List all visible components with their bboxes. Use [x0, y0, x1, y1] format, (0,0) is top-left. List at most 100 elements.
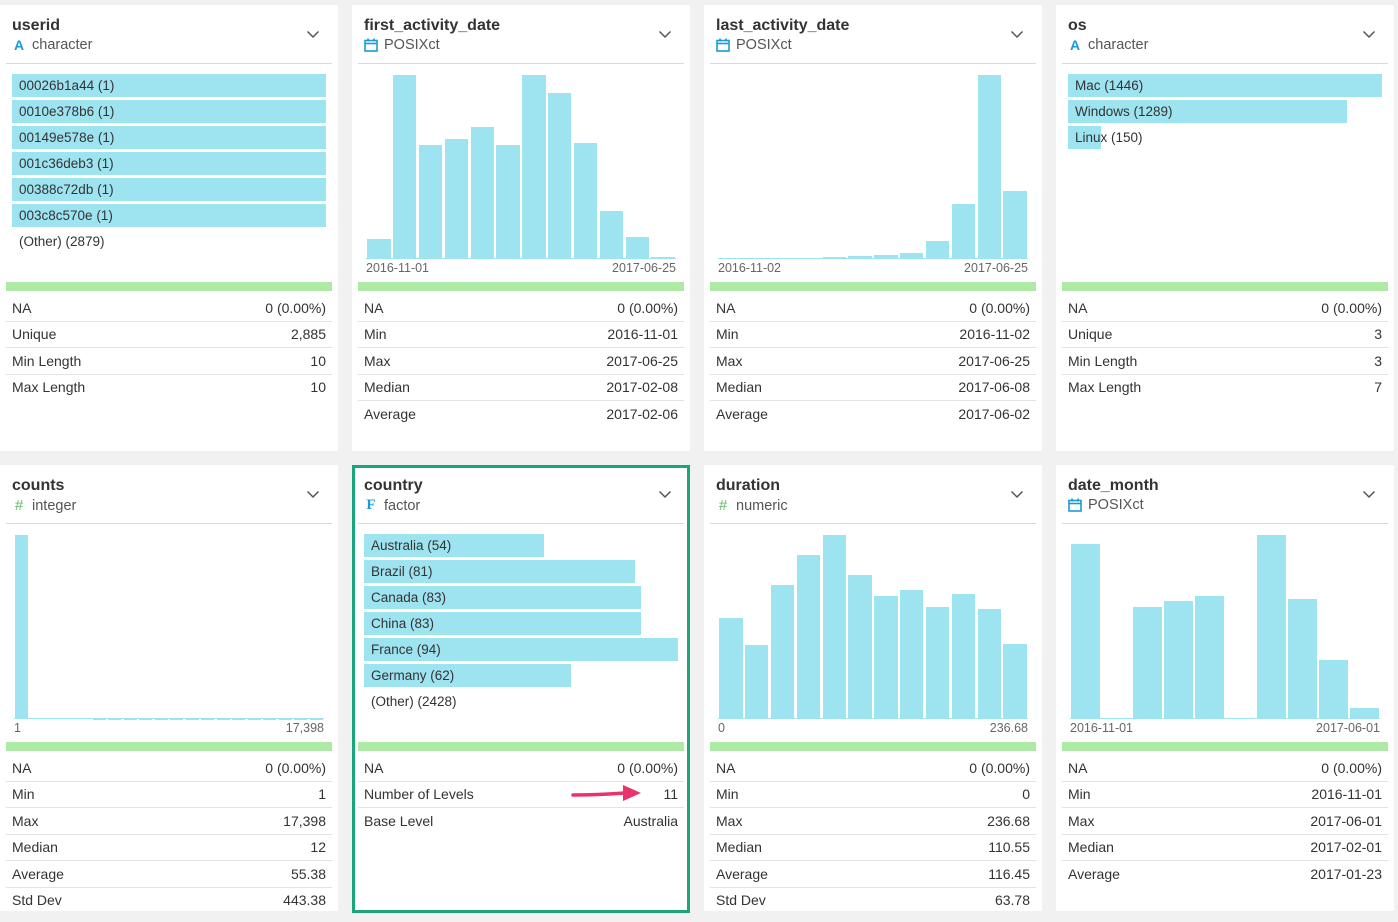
top-value-bar[interactable]: 0010e378b6 (1)	[12, 100, 326, 123]
histogram-bar[interactable]	[951, 593, 976, 719]
histogram-bar[interactable]	[874, 595, 898, 719]
histogram-bar[interactable]	[522, 75, 546, 259]
top-value-bar[interactable]: 001c36deb3 (1)	[12, 152, 326, 175]
histogram-bar[interactable]	[573, 143, 598, 259]
chevron-down-icon[interactable]	[1362, 487, 1376, 501]
histogram-bar[interactable]	[796, 555, 821, 719]
histogram-bar[interactable]	[61, 718, 75, 719]
stat-row: Average 55.38	[6, 861, 332, 888]
histogram-bar[interactable]	[393, 75, 417, 259]
histogram-bar[interactable]	[822, 535, 846, 719]
chevron-down-icon[interactable]	[1010, 487, 1024, 501]
histogram-bar[interactable]	[46, 718, 60, 719]
top-value-bar[interactable]: Canada (83)	[364, 586, 678, 609]
top-value-bar[interactable]: Australia (54)	[364, 534, 678, 557]
column-card-duration[interactable]: duration # numeric 0 236.68 NA 0 (0.00%) Min 0 Ma…	[704, 465, 1042, 911]
histogram-bar[interactable]	[1195, 595, 1224, 719]
stat-row: Min Length 3	[1062, 348, 1388, 375]
histogram-bar[interactable]	[367, 238, 391, 259]
histogram-bar[interactable]	[651, 257, 675, 259]
histogram-bar[interactable]	[625, 236, 649, 259]
value-bar-label: Mac (1446)	[1075, 78, 1144, 93]
histogram-bar[interactable]	[977, 75, 1001, 259]
top-value-bar[interactable]: China (83)	[364, 612, 678, 635]
histogram-bar[interactable]	[599, 211, 624, 259]
histogram-bar[interactable]	[874, 255, 898, 259]
top-value-bar[interactable]: Mac (1446)	[1068, 74, 1382, 97]
histogram-bar[interactable]	[848, 256, 872, 259]
stat-value: 116.45	[988, 865, 1030, 882]
stat-label: NA	[716, 759, 736, 776]
histogram-bar[interactable]	[900, 253, 924, 259]
stat-row: Average 2017-02-06	[358, 401, 684, 427]
stat-row: NA 0 (0.00%)	[6, 295, 332, 322]
chevron-down-icon[interactable]	[1010, 27, 1024, 41]
stat-row: Median 12	[6, 835, 332, 861]
chevron-down-icon[interactable]	[658, 487, 672, 501]
histogram-bar[interactable]	[770, 584, 795, 719]
column-card-counts[interactable]: counts # integer 1 17,398 NA 0 (0.00%) Min 1 Max 1…	[0, 465, 338, 911]
histogram-bar[interactable]	[496, 144, 520, 259]
axis-min-label: 2016-11-01	[1070, 721, 1134, 735]
value-bar-fill	[364, 638, 678, 661]
stat-label: NA	[12, 299, 32, 316]
stat-label: Average	[364, 405, 416, 422]
histogram-bar[interactable]	[444, 139, 469, 259]
histogram-bar[interactable]	[1350, 707, 1379, 719]
histogram-bar[interactable]	[548, 93, 572, 259]
histogram-bar[interactable]	[925, 606, 950, 719]
histogram-bar[interactable]	[745, 645, 769, 719]
chevron-down-icon[interactable]	[658, 27, 672, 41]
histogram-bar[interactable]	[1071, 544, 1100, 719]
histogram-bar[interactable]	[977, 608, 1001, 719]
histogram-bar[interactable]	[900, 590, 924, 719]
stat-label: NA	[364, 299, 384, 316]
summary-stats: NA 0 (0.00%) Min 2016-11-01 Max 2017-06-01 Med…	[1062, 755, 1388, 887]
histogram-bar[interactable]	[1003, 190, 1027, 259]
histogram-bar[interactable]	[77, 718, 91, 719]
top-value-bar[interactable]: Linux (150)	[1068, 126, 1382, 149]
chevron-down-icon[interactable]	[1362, 27, 1376, 41]
histogram-bar[interactable]	[770, 258, 795, 259]
stat-value: 2,885	[290, 326, 326, 343]
stat-row: Max Length 7	[1062, 375, 1388, 401]
chevron-down-icon[interactable]	[306, 27, 320, 41]
summary-stats: NA 0 (0.00%) Unique 3 Min Length 3 Max Length 7	[1062, 295, 1388, 400]
histogram-bar[interactable]	[1003, 643, 1027, 719]
histogram-bar[interactable]	[796, 257, 821, 259]
stat-label: Max	[364, 352, 391, 369]
top-value-bar[interactable]: 00388c72db (1)	[12, 178, 326, 201]
top-value-bar[interactable]: Germany (62)	[364, 664, 678, 687]
histogram-bar[interactable]	[30, 718, 44, 719]
histogram-bar[interactable]	[848, 575, 872, 719]
histogram-bar[interactable]	[1288, 599, 1317, 719]
histogram-bar[interactable]	[745, 258, 769, 259]
top-value-bar[interactable]: Windows (1289)	[1068, 100, 1382, 123]
top-value-bar[interactable]: Brazil (81)	[364, 560, 678, 583]
histogram-bar[interactable]	[1133, 606, 1162, 719]
chevron-down-icon[interactable]	[306, 487, 320, 501]
top-value-bar[interactable]: 00149e578e (1)	[12, 126, 326, 149]
stat-value: 11	[663, 786, 678, 803]
histogram-bar[interactable]	[822, 257, 846, 259]
histogram-bar[interactable]	[719, 617, 743, 719]
top-value-bar[interactable]: France (94)	[364, 638, 678, 661]
histogram-bar[interactable]	[418, 144, 443, 259]
histogram-bar[interactable]	[1257, 535, 1286, 719]
card-header: last_activity_date POSIXct	[710, 13, 1036, 64]
top-value-bar[interactable]: 00026b1a44 (1)	[12, 74, 326, 97]
histogram-bar[interactable]	[1164, 601, 1193, 719]
histogram-bar[interactable]	[470, 126, 494, 259]
column-card-last_activity_date[interactable]: last_activity_date POSIXct 2016-11-02 2017-…	[704, 5, 1042, 451]
top-value-bar[interactable]: 003c8c570e (1)	[12, 204, 326, 227]
histogram-bar[interactable]	[925, 240, 950, 259]
histogram-bar[interactable]	[15, 535, 29, 719]
histogram-bar[interactable]	[719, 258, 743, 259]
column-card-date_month[interactable]: date_month POSIXct 2016-11-01 2017-06-01 NA 0…	[1056, 465, 1394, 911]
histogram-bar[interactable]	[1319, 660, 1348, 719]
column-card-first_activity_date[interactable]: first_activity_date POSIXct 2016-11-01 2017…	[352, 5, 690, 451]
histogram-bar[interactable]	[951, 203, 976, 259]
